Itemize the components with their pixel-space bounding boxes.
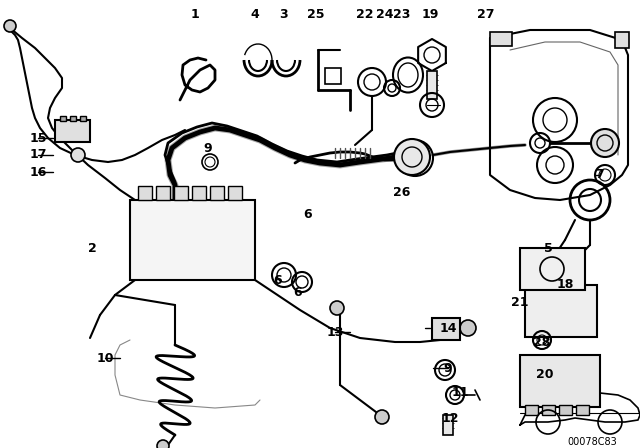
Text: 3: 3 <box>278 9 287 22</box>
Bar <box>156 186 170 200</box>
Circle shape <box>71 148 85 162</box>
Bar <box>192 186 206 200</box>
Circle shape <box>330 301 344 315</box>
Text: 1: 1 <box>191 9 200 22</box>
Text: 5: 5 <box>543 241 552 254</box>
Bar <box>525 285 597 337</box>
Bar <box>55 120 90 142</box>
Bar <box>70 116 76 121</box>
Bar <box>576 405 589 415</box>
Circle shape <box>394 139 430 175</box>
Text: 6: 6 <box>304 208 312 221</box>
Text: 24: 24 <box>376 9 394 22</box>
Bar <box>542 405 555 415</box>
Bar <box>615 32 629 48</box>
Text: 26: 26 <box>394 185 411 198</box>
Bar <box>443 415 453 435</box>
Text: 19: 19 <box>421 9 438 22</box>
Text: 28: 28 <box>533 336 550 349</box>
Text: 6: 6 <box>294 285 302 298</box>
Bar <box>520 355 600 407</box>
Text: 14: 14 <box>439 322 457 335</box>
Text: 13: 13 <box>326 326 344 339</box>
Text: 21: 21 <box>511 296 529 309</box>
Bar <box>427 71 437 99</box>
Bar <box>55 120 90 142</box>
Circle shape <box>460 320 476 336</box>
Bar <box>559 405 572 415</box>
Text: 11: 11 <box>451 387 468 400</box>
Circle shape <box>157 440 169 448</box>
Text: 17: 17 <box>29 148 47 161</box>
Bar <box>325 68 341 84</box>
Bar <box>138 186 152 200</box>
Text: 9: 9 <box>444 362 452 375</box>
Bar <box>130 200 255 280</box>
Text: 23: 23 <box>394 9 411 22</box>
Text: 10: 10 <box>96 352 114 365</box>
Text: 7: 7 <box>596 168 604 181</box>
Text: 6: 6 <box>274 273 282 287</box>
Text: 18: 18 <box>556 279 573 292</box>
Text: 00078C83: 00078C83 <box>567 437 617 447</box>
Bar <box>432 318 460 340</box>
Bar <box>80 116 86 121</box>
Bar <box>520 248 585 290</box>
Text: 16: 16 <box>29 165 47 178</box>
Bar <box>228 186 242 200</box>
Bar <box>60 116 66 121</box>
Text: 22: 22 <box>356 9 374 22</box>
Text: 25: 25 <box>307 9 324 22</box>
Circle shape <box>4 20 16 32</box>
Bar <box>490 32 512 46</box>
Circle shape <box>375 410 389 424</box>
Text: 9: 9 <box>204 142 212 155</box>
Circle shape <box>591 129 619 157</box>
Bar <box>525 405 538 415</box>
Text: 15: 15 <box>29 132 47 145</box>
Text: 2: 2 <box>88 241 97 254</box>
Bar <box>174 186 188 200</box>
Text: 20: 20 <box>536 369 554 382</box>
Bar <box>210 186 224 200</box>
Text: 4: 4 <box>251 9 259 22</box>
Text: 12: 12 <box>441 412 459 425</box>
Text: 27: 27 <box>477 9 495 22</box>
